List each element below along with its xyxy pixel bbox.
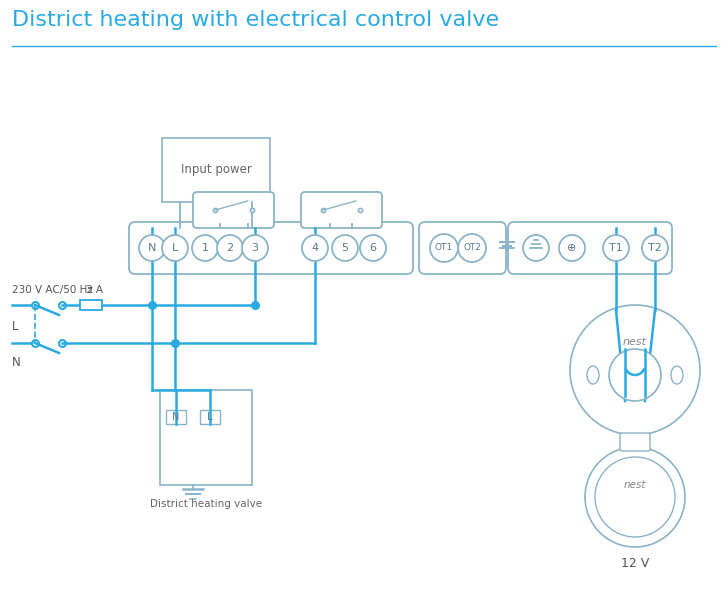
Circle shape [595,457,675,537]
Bar [200,410,220,424]
Text: 3 A: 3 A [87,285,103,295]
Ellipse shape [671,366,683,384]
Text: District heating with electrical control valve: District heating with electrical control… [12,10,499,30]
Text: 1: 1 [202,243,208,253]
Bar [160,390,252,485]
Circle shape [570,305,700,435]
Circle shape [642,235,668,261]
Text: L: L [207,412,213,422]
Circle shape [139,235,165,261]
Circle shape [302,235,328,261]
Circle shape [162,235,188,261]
Circle shape [192,235,218,261]
Bar [80,300,102,310]
Text: nest: nest [623,337,647,347]
FancyBboxPatch shape [620,433,650,451]
Text: 230 V AC/50 Hz: 230 V AC/50 Hz [12,285,93,295]
Text: OT2: OT2 [463,244,481,252]
Circle shape [332,235,358,261]
Text: 6: 6 [370,243,376,253]
Circle shape [585,447,685,547]
Text: N: N [173,412,180,422]
Text: T2: T2 [648,243,662,253]
Text: Input power: Input power [181,163,251,176]
Text: OT1: OT1 [435,244,453,252]
FancyBboxPatch shape [129,222,413,274]
Text: 4: 4 [312,243,319,253]
FancyBboxPatch shape [508,222,672,274]
Text: 2: 2 [226,243,234,253]
Text: L: L [12,320,18,333]
Circle shape [430,234,458,262]
Circle shape [458,234,486,262]
Circle shape [609,349,661,401]
Bar [166,410,186,424]
Ellipse shape [587,366,599,384]
Text: T1: T1 [609,243,623,253]
Text: 12 V: 12 V [621,557,649,570]
Text: nest: nest [624,480,646,490]
Text: 3: 3 [251,243,258,253]
Text: District heating valve: District heating valve [150,499,262,509]
Text: 5: 5 [341,243,349,253]
Bar [162,138,270,202]
FancyBboxPatch shape [419,222,506,274]
Circle shape [603,235,629,261]
Circle shape [242,235,268,261]
FancyBboxPatch shape [193,192,274,228]
Circle shape [523,235,549,261]
Circle shape [360,235,386,261]
FancyBboxPatch shape [301,192,382,228]
Text: ⊕: ⊕ [567,243,577,253]
Text: N: N [12,356,21,369]
Text: N: N [148,243,157,253]
Circle shape [217,235,243,261]
Text: L: L [172,243,178,253]
Circle shape [559,235,585,261]
